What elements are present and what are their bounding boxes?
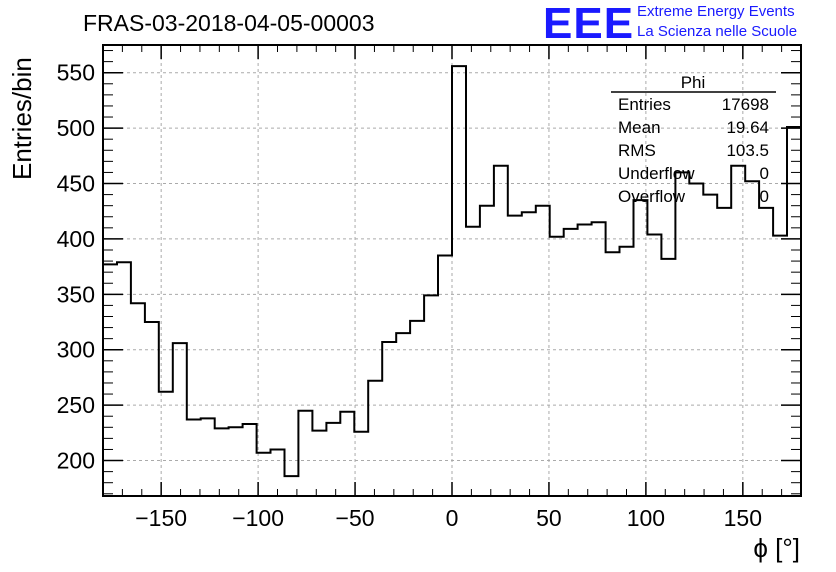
y-tick-label: 300 <box>57 337 95 363</box>
stats-value: 19.64 <box>726 118 769 137</box>
x-tick-label: 0 <box>446 505 459 531</box>
stats-value: 0 <box>760 164 769 183</box>
stats-label: Mean <box>618 118 661 137</box>
y-tick-label: 450 <box>57 171 95 197</box>
y-tick-label: 550 <box>57 60 95 86</box>
x-tick-label: −100 <box>232 505 284 531</box>
logo-subtitle-line1: Extreme Energy Events <box>637 3 795 20</box>
y-tick-label: 400 <box>57 226 95 252</box>
stats-label: Entries <box>618 95 671 114</box>
x-axis-label: ϕ [°] <box>753 533 800 563</box>
eee-logo: EEE <box>543 0 635 48</box>
x-tick-label: −150 <box>135 505 187 531</box>
x-tick-label: −50 <box>336 505 375 531</box>
y-tick-label: 250 <box>57 392 95 418</box>
stats-box: Phi Entries 17698 Mean 19.64 RMS 103.5 Underfl… <box>611 73 776 206</box>
chart-title: FRAS-03-2018-04-05-00003 <box>83 10 375 36</box>
stats-label: RMS <box>618 141 656 160</box>
stats-label: Underflow <box>618 164 695 183</box>
y-tick-label: 200 <box>57 448 95 474</box>
x-tick-label: 100 <box>627 505 665 531</box>
y-tick-label: 350 <box>57 281 95 307</box>
plot-frame <box>102 44 802 497</box>
stats-value: 17698 <box>722 95 769 114</box>
axis-ticks <box>102 45 802 496</box>
histogram-series <box>103 65 801 478</box>
stats-label: Overflow <box>618 187 686 206</box>
x-tick-label: 50 <box>536 505 562 531</box>
logo-subtitle-line2: La Scienza nelle Scuole <box>637 23 798 40</box>
stats-title: Phi <box>681 73 706 92</box>
y-tick-label: 500 <box>57 115 95 141</box>
y-axis-label: Entries/bin <box>7 57 37 180</box>
x-tick-label: 150 <box>724 505 762 531</box>
stats-value: 103.5 <box>726 141 769 160</box>
stats-value: 0 <box>760 187 769 206</box>
